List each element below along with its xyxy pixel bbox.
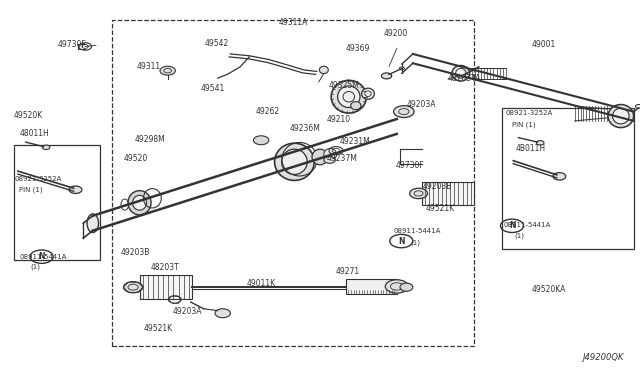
- Bar: [140, 275, 192, 299]
- Text: 49271: 49271: [335, 267, 360, 276]
- Text: 48203TA: 48203TA: [448, 74, 481, 83]
- Ellipse shape: [324, 157, 335, 163]
- Circle shape: [160, 66, 175, 75]
- Text: 49203B: 49203B: [120, 248, 150, 257]
- Text: 49210: 49210: [326, 115, 351, 124]
- Text: 49730F: 49730F: [58, 40, 86, 49]
- Ellipse shape: [87, 214, 99, 232]
- Ellipse shape: [362, 88, 374, 99]
- Text: 49369: 49369: [346, 44, 370, 53]
- Text: 49237M: 49237M: [326, 154, 357, 163]
- Text: 49311A: 49311A: [278, 18, 308, 27]
- Text: PIN (1): PIN (1): [19, 186, 43, 193]
- Bar: [502, 108, 634, 249]
- Circle shape: [42, 145, 50, 150]
- Text: 49200: 49200: [384, 29, 408, 38]
- Text: 08921-3252A: 08921-3252A: [14, 176, 61, 182]
- Text: 49521K: 49521K: [144, 324, 173, 333]
- Text: 49325M: 49325M: [329, 81, 360, 90]
- Ellipse shape: [132, 195, 147, 210]
- Text: 49298M: 49298M: [134, 135, 165, 144]
- Text: 48011H: 48011H: [19, 129, 49, 138]
- Text: 49521K: 49521K: [426, 204, 455, 213]
- Text: 48203T: 48203T: [150, 263, 179, 272]
- Ellipse shape: [612, 108, 629, 124]
- Bar: [112, 20, 474, 346]
- Text: 08911-5441A: 08911-5441A: [19, 254, 67, 260]
- Circle shape: [536, 141, 544, 145]
- Text: 49203A: 49203A: [407, 100, 436, 109]
- Text: 08911-5441A: 08911-5441A: [394, 228, 441, 234]
- Text: 49231M: 49231M: [339, 137, 370, 146]
- Ellipse shape: [608, 105, 634, 128]
- Ellipse shape: [324, 148, 337, 160]
- Text: 49520: 49520: [124, 154, 148, 163]
- Text: 49520K: 49520K: [14, 111, 44, 120]
- Text: (1): (1): [410, 239, 420, 246]
- Circle shape: [215, 309, 230, 318]
- Text: N: N: [509, 221, 515, 230]
- Text: 49541: 49541: [200, 84, 225, 93]
- Ellipse shape: [128, 190, 151, 215]
- Ellipse shape: [456, 68, 466, 78]
- Text: 4B011H: 4B011H: [516, 144, 546, 153]
- Ellipse shape: [452, 65, 470, 81]
- Text: 49001: 49001: [531, 40, 556, 49]
- Text: 49542: 49542: [205, 39, 229, 48]
- Text: PIN (1): PIN (1): [512, 121, 536, 128]
- Text: N: N: [38, 252, 45, 261]
- Bar: [346, 279, 397, 294]
- Circle shape: [385, 280, 408, 293]
- Text: 49236M: 49236M: [289, 124, 320, 133]
- Circle shape: [124, 282, 143, 293]
- Text: J49200QK: J49200QK: [582, 353, 624, 362]
- Text: 49011K: 49011K: [246, 279, 276, 288]
- Text: 49203B: 49203B: [422, 182, 452, 190]
- Text: 49311: 49311: [136, 62, 161, 71]
- Ellipse shape: [312, 149, 328, 165]
- Text: (1): (1): [515, 233, 525, 240]
- Ellipse shape: [400, 283, 413, 291]
- Bar: [14, 145, 100, 260]
- Circle shape: [69, 186, 82, 193]
- Text: 08911-5441A: 08911-5441A: [503, 222, 550, 228]
- Text: (1): (1): [31, 264, 41, 270]
- Text: 49730F: 49730F: [396, 161, 424, 170]
- Text: N: N: [398, 237, 404, 246]
- Bar: [422, 182, 474, 205]
- Ellipse shape: [282, 149, 307, 174]
- Ellipse shape: [338, 86, 360, 108]
- Ellipse shape: [319, 66, 328, 74]
- Text: 49520KA: 49520KA: [531, 285, 566, 294]
- Text: 49262: 49262: [256, 107, 280, 116]
- Circle shape: [553, 173, 566, 180]
- Ellipse shape: [351, 102, 361, 110]
- Circle shape: [253, 136, 269, 145]
- Circle shape: [394, 106, 414, 118]
- Circle shape: [381, 73, 392, 79]
- Ellipse shape: [332, 80, 367, 113]
- Circle shape: [410, 188, 428, 199]
- Text: 08921-3252A: 08921-3252A: [506, 110, 553, 116]
- Ellipse shape: [275, 143, 314, 180]
- Text: 49203A: 49203A: [173, 307, 202, 316]
